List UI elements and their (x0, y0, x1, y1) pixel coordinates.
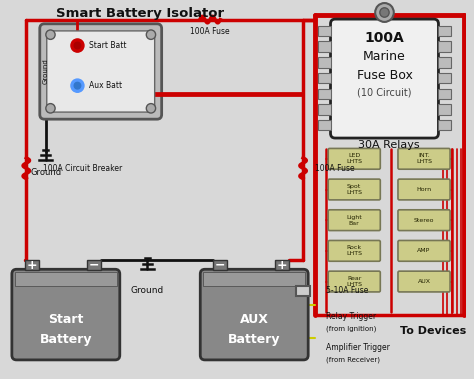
Circle shape (146, 103, 155, 113)
FancyBboxPatch shape (398, 179, 450, 200)
Text: Fuse Box: Fuse Box (356, 69, 412, 82)
Circle shape (380, 8, 389, 17)
Circle shape (74, 82, 81, 89)
FancyBboxPatch shape (328, 241, 380, 261)
Text: AMP: AMP (418, 248, 431, 254)
Text: To Devices: To Devices (400, 326, 466, 336)
Text: −: − (215, 258, 226, 271)
FancyBboxPatch shape (12, 269, 120, 360)
FancyBboxPatch shape (398, 241, 450, 261)
Text: Stereo: Stereo (414, 218, 434, 223)
Circle shape (71, 79, 84, 92)
Text: Horn: Horn (417, 187, 432, 192)
Bar (87, 260, 100, 270)
FancyBboxPatch shape (40, 24, 162, 119)
Circle shape (146, 30, 155, 39)
Circle shape (74, 42, 81, 49)
Bar (296, 286, 310, 296)
Bar (318, 89, 331, 99)
Bar (318, 104, 331, 115)
Bar (438, 41, 451, 52)
Text: Relay Trigger: Relay Trigger (326, 312, 376, 321)
Text: Smart Battery Isolator: Smart Battery Isolator (56, 8, 224, 20)
Text: Start: Start (48, 313, 83, 326)
Text: Light
Bar: Light Bar (346, 215, 362, 226)
Bar (438, 57, 451, 67)
FancyBboxPatch shape (330, 19, 438, 138)
Text: Rock
LHTS: Rock LHTS (346, 246, 362, 256)
Bar (213, 260, 227, 270)
Text: Marine: Marine (363, 50, 406, 63)
FancyBboxPatch shape (201, 269, 308, 360)
Bar (438, 104, 451, 115)
Bar (438, 26, 451, 36)
FancyBboxPatch shape (398, 210, 450, 230)
Text: −: − (89, 258, 99, 271)
Bar (438, 73, 451, 83)
Text: 100A Fuse: 100A Fuse (315, 164, 355, 173)
Text: INT.
LHTS: INT. LHTS (416, 153, 432, 164)
Text: Battery: Battery (228, 333, 281, 346)
Bar (318, 120, 331, 130)
Bar (318, 26, 331, 36)
FancyBboxPatch shape (328, 210, 380, 230)
FancyBboxPatch shape (328, 179, 380, 200)
Text: 5-10A Fuse: 5-10A Fuse (326, 287, 369, 296)
Text: Aux Batt: Aux Batt (89, 81, 122, 90)
Circle shape (71, 39, 84, 52)
Bar (318, 41, 331, 52)
Text: (10 Circuit): (10 Circuit) (357, 88, 412, 98)
Text: Spot
LHTS: Spot LHTS (346, 184, 362, 195)
FancyBboxPatch shape (47, 31, 155, 112)
Text: Ground: Ground (43, 59, 49, 85)
Text: 100A Fuse: 100A Fuse (190, 27, 230, 36)
Text: 100A: 100A (365, 31, 404, 44)
Text: Battery: Battery (39, 333, 92, 346)
Text: LED
LHTS: LED LHTS (346, 153, 362, 164)
Bar (275, 260, 289, 270)
FancyBboxPatch shape (398, 271, 450, 292)
Text: +: + (27, 258, 37, 271)
Bar (15, 272, 117, 286)
Text: AUX: AUX (418, 279, 430, 284)
Circle shape (46, 30, 55, 39)
Text: (from Receiver): (from Receiver) (326, 356, 380, 363)
Text: +: + (277, 258, 287, 271)
Bar (438, 89, 451, 99)
Bar (25, 260, 39, 270)
Text: Rear
LHTS: Rear LHTS (346, 276, 362, 287)
Text: 30A Relays: 30A Relays (358, 139, 420, 150)
Text: Ground: Ground (131, 287, 164, 296)
FancyBboxPatch shape (398, 149, 450, 169)
Text: 100A Circuit Breaker: 100A Circuit Breaker (43, 164, 122, 173)
Text: Amplifier Trigger: Amplifier Trigger (326, 343, 390, 352)
Text: Ground: Ground (30, 169, 61, 177)
FancyBboxPatch shape (328, 271, 380, 292)
Bar (318, 73, 331, 83)
Text: AUX: AUX (240, 313, 269, 326)
Bar (318, 57, 331, 67)
Text: Start Batt: Start Batt (89, 41, 127, 50)
FancyBboxPatch shape (328, 149, 380, 169)
Text: (from Ignition): (from Ignition) (326, 326, 377, 332)
Bar (438, 120, 451, 130)
Circle shape (375, 3, 394, 22)
Bar (203, 272, 305, 286)
Circle shape (46, 103, 55, 113)
